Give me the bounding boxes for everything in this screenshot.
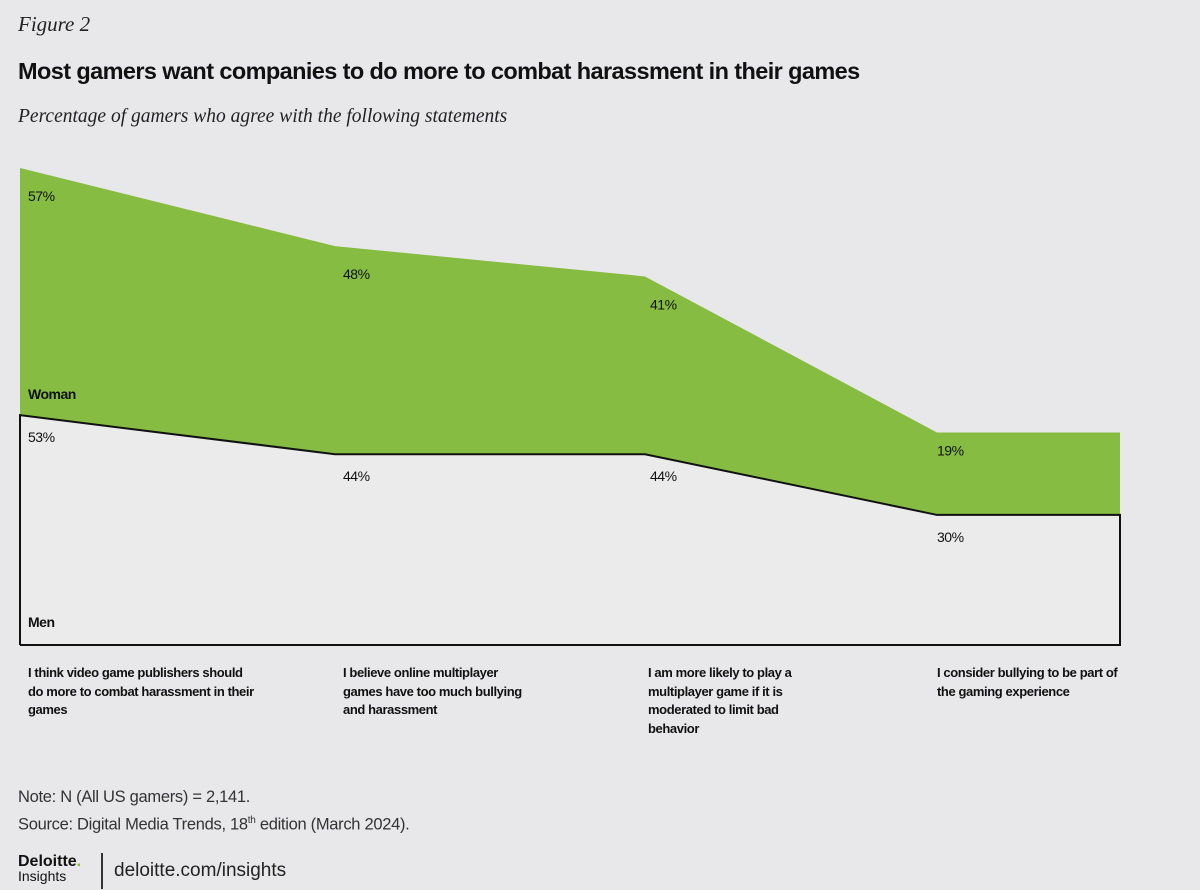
logo-sub: Insights: [18, 868, 67, 884]
note: Note: N (All US gamers) = 2,141.: [18, 788, 251, 806]
woman-area: [20, 168, 1120, 515]
men-value-label-1: 53%: [28, 429, 55, 445]
men-area: [20, 415, 1120, 645]
url-link[interactable]: deloitte.com/insights: [114, 860, 287, 881]
woman-value-label-4: 19%: [937, 443, 964, 459]
men-outline: [19, 414, 1121, 646]
source: Source: Digital Media Trends, 18th editi…: [18, 815, 410, 835]
men-value-label-2: 44%: [343, 468, 370, 484]
woman-series-label: Woman: [28, 386, 76, 402]
source-prefix: Source: Digital Media Trends, 18: [18, 815, 248, 834]
source-sup: th: [247, 815, 256, 826]
category-label-2: I believe online multiplayer games have …: [343, 665, 522, 717]
category-label-1: I think video game publishers should do …: [28, 665, 254, 717]
men-series-label: Men: [28, 614, 55, 630]
source-suffix: edition (March 2024).: [255, 815, 410, 834]
men-value-label-3: 44%: [650, 468, 677, 484]
woman-value-label-2: 48%: [343, 266, 370, 282]
logo-brand: Deloitte: [18, 853, 77, 870]
chart-subtitle: Percentage of gamers who agree with the …: [18, 106, 508, 127]
chart-title: Most gamers want companies to do more to…: [18, 58, 860, 84]
woman-value-label-3: 41%: [650, 296, 677, 312]
category-label-4: I consider bullying to be part of the ga…: [937, 665, 1118, 699]
woman-value-label-1: 57%: [28, 188, 55, 204]
men-value-label-4: 30%: [937, 529, 964, 545]
deloitte-logo: Deloitte. Insights: [18, 853, 82, 884]
divider: [101, 853, 103, 889]
figure-label: Figure 2: [18, 12, 91, 36]
category-label-3: I am more likely to play a multiplayer g…: [648, 665, 792, 736]
